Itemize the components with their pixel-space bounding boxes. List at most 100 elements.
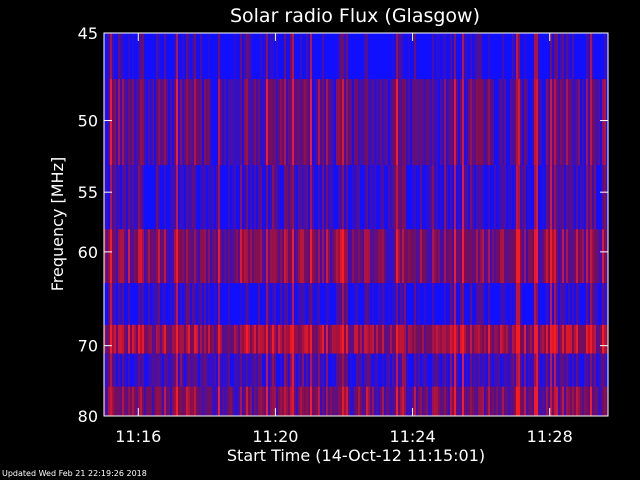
heatmap-cell xyxy=(562,353,564,387)
heatmap-cell xyxy=(556,229,558,284)
heatmap-cell xyxy=(170,324,172,354)
heatmap-cell xyxy=(518,353,520,387)
heatmap-cell xyxy=(250,386,252,416)
heatmap-cell xyxy=(106,324,108,354)
heatmap-cell xyxy=(552,353,554,387)
heatmap-cell xyxy=(150,324,152,354)
heatmap-cell xyxy=(152,386,154,416)
heatmap-cell xyxy=(346,165,348,230)
heatmap-cell xyxy=(476,165,478,230)
heatmap-cell xyxy=(346,79,348,166)
heatmap-cell xyxy=(248,79,250,166)
heatmap-cell xyxy=(158,353,160,387)
heatmap-cell xyxy=(424,283,426,325)
heatmap-cell xyxy=(310,386,312,416)
heatmap-cell xyxy=(480,386,482,416)
heatmap-cell xyxy=(220,229,222,284)
heatmap-cell xyxy=(256,353,258,387)
heatmap-cell xyxy=(516,386,518,416)
heatmap-cell xyxy=(172,165,174,230)
heatmap-cell xyxy=(580,229,582,284)
heatmap-cell xyxy=(498,353,500,387)
heatmap-cell xyxy=(536,229,538,284)
heatmap-cell xyxy=(534,386,536,416)
heatmap-cell xyxy=(196,79,198,166)
heatmap-cell xyxy=(510,229,512,284)
heatmap-cell xyxy=(120,79,122,166)
heatmap-cell xyxy=(568,353,570,387)
heatmap-cell xyxy=(186,283,188,325)
heatmap-cell xyxy=(568,79,570,166)
heatmap-cell xyxy=(536,33,538,80)
heatmap-cell xyxy=(446,386,448,416)
heatmap-cell xyxy=(158,33,160,80)
heatmap-cell xyxy=(494,324,496,354)
heatmap-cell xyxy=(366,33,368,80)
heatmap-cell xyxy=(416,386,418,416)
heatmap-cell xyxy=(464,324,466,354)
heatmap-cell xyxy=(602,229,604,284)
heatmap-cell xyxy=(402,283,404,325)
heatmap-cell xyxy=(244,386,246,416)
heatmap-cell xyxy=(388,229,390,284)
heatmap-cell xyxy=(122,33,124,80)
heatmap-cell xyxy=(140,353,142,387)
heatmap-cell xyxy=(554,229,556,284)
heatmap-cell xyxy=(302,324,304,354)
heatmap-cell xyxy=(590,229,592,284)
heatmap-cell xyxy=(208,165,210,230)
heatmap-cell xyxy=(458,324,460,354)
heatmap-cell xyxy=(430,229,432,284)
heatmap-cell xyxy=(472,386,474,416)
heatmap-cell xyxy=(388,165,390,230)
heatmap-cell xyxy=(216,324,218,354)
heatmap-cell xyxy=(426,79,428,166)
heatmap-cell xyxy=(150,353,152,387)
heatmap-cell xyxy=(480,324,482,354)
heatmap-cell xyxy=(176,165,178,230)
heatmap-cell xyxy=(188,79,190,166)
heatmap-cell xyxy=(396,283,398,325)
heatmap-cell xyxy=(302,353,304,387)
heatmap-cell xyxy=(132,33,134,80)
heatmap-cell xyxy=(156,33,158,80)
heatmap-cell xyxy=(424,386,426,416)
heatmap-cell xyxy=(108,229,110,284)
heatmap-cell xyxy=(490,79,492,166)
heatmap-cell xyxy=(326,283,328,325)
heatmap-cell xyxy=(148,324,150,354)
y-tick-label: 70 xyxy=(78,337,98,356)
heatmap-cell xyxy=(308,386,310,416)
heatmap-cell xyxy=(118,283,120,325)
heatmap-cell xyxy=(528,324,530,354)
heatmap-cell xyxy=(218,283,220,325)
heatmap-cell xyxy=(280,386,282,416)
heatmap-cell xyxy=(442,386,444,416)
heatmap-cell xyxy=(434,229,436,284)
heatmap-cell xyxy=(142,283,144,325)
heatmap-cell xyxy=(194,79,196,166)
heatmap-cell xyxy=(182,33,184,80)
heatmap-cell xyxy=(270,229,272,284)
heatmap-cell xyxy=(414,79,416,166)
heatmap-cell xyxy=(442,79,444,166)
x-tick-label: 11:20 xyxy=(252,427,298,446)
heatmap-cell xyxy=(338,165,340,230)
heatmap-cell xyxy=(244,353,246,387)
heatmap-cell xyxy=(260,353,262,387)
heatmap-cell xyxy=(366,283,368,325)
heatmap-cell xyxy=(204,386,206,416)
heatmap-cell xyxy=(302,79,304,166)
heatmap-cell xyxy=(212,229,214,284)
heatmap-cell xyxy=(238,353,240,387)
heatmap-cell xyxy=(340,229,342,284)
heatmap-cell xyxy=(132,324,134,354)
heatmap-cell xyxy=(384,386,386,416)
heatmap-cell xyxy=(270,79,272,166)
heatmap-cell xyxy=(228,353,230,387)
heatmap-cell xyxy=(492,386,494,416)
heatmap-cell xyxy=(170,353,172,387)
heatmap-cell xyxy=(382,324,384,354)
heatmap-cell xyxy=(432,353,434,387)
heatmap-cell xyxy=(584,229,586,284)
